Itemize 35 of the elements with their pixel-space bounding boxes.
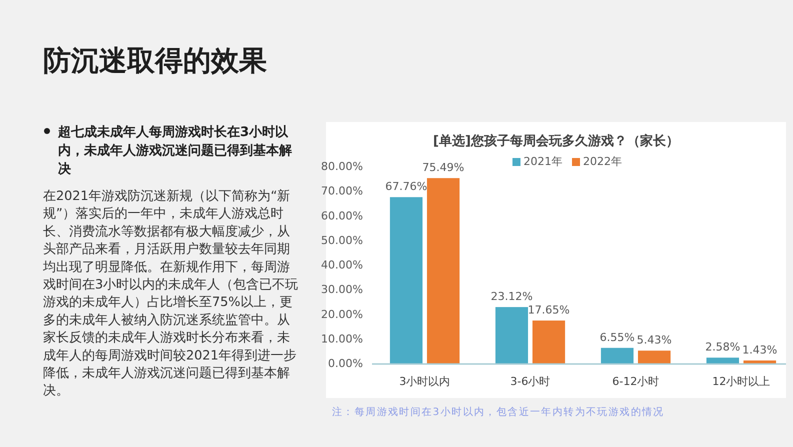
bar bbox=[495, 307, 528, 364]
bar bbox=[532, 320, 566, 364]
y-tick-label: 80.00% bbox=[321, 160, 363, 174]
text: 超七成未成年人每周游戏时长在3小时以内，未成年人游戏沉迷问题已得到基本解决 bbox=[57, 125, 292, 177]
data-label: 1.43% bbox=[742, 343, 778, 356]
data-label: 5.43% bbox=[636, 334, 672, 347]
data-label: 6.55% bbox=[600, 330, 635, 344]
y-tick-label: 70.00% bbox=[321, 184, 363, 198]
y-tick-label: 50.00% bbox=[321, 234, 363, 247]
y-tick-label: 20.00% bbox=[321, 308, 363, 321]
y-tick-label: 10.00% bbox=[321, 332, 363, 346]
data-label: 17.65% bbox=[528, 304, 570, 317]
data-label: 23.12% bbox=[490, 290, 533, 304]
bar bbox=[638, 350, 671, 364]
legend-label: 2021年 bbox=[523, 155, 562, 168]
y-tick-label: 0.00% bbox=[328, 357, 363, 370]
data-label: 2.58% bbox=[705, 340, 740, 354]
bar bbox=[706, 358, 740, 364]
bar bbox=[390, 197, 423, 364]
data-label: 75.49% bbox=[422, 161, 464, 174]
text: 在2021年游戏防沉迷新规（以下简称为“新规”）落实后的一年中，未成年人游戏总时长、消费流水等数据都有极大幅度减少，从头部产品来看，月活跃用户数量较去年同期均出现了明显降低。在新规作用下，每周游戏时间在3小时以内的未成年人（包含已不玩游戏的未成年人）占比增长至75%以上，更多的未成年人被纳入防沉迷系统监管中。从家长反馈的未成年人游戏时长分布来看，未成年人的每周游戏时间较2021年得到进一步降低，未成年人游戏沉迷问题已得到基本解决。 bbox=[43, 189, 298, 399]
y-tick-label: 30.00% bbox=[321, 283, 363, 296]
bar bbox=[600, 348, 634, 364]
chart-subtitle: [单选]您孩子每周会玩多久游戏？（家长） bbox=[433, 133, 679, 149]
y-tick-label: 40.00% bbox=[321, 258, 363, 272]
y-tick-label: 60.00% bbox=[321, 209, 363, 222]
bar bbox=[426, 178, 460, 364]
x-tick-label: 3-6小时 bbox=[510, 375, 550, 388]
x-tick-label: 6-12小时 bbox=[612, 375, 660, 388]
data-label: 67.76% bbox=[385, 180, 428, 194]
chart-title: 防沉迷取得的效果 bbox=[43, 44, 267, 77]
legend-label: 2022年 bbox=[583, 155, 622, 168]
x-tick-label: 3小时以内 bbox=[399, 375, 450, 388]
x-tick-label: 12小时以上 bbox=[712, 375, 770, 388]
text: 注：每周游戏时间在3小时以内，包含近一年内转为不玩游戏的情况 bbox=[332, 406, 664, 418]
